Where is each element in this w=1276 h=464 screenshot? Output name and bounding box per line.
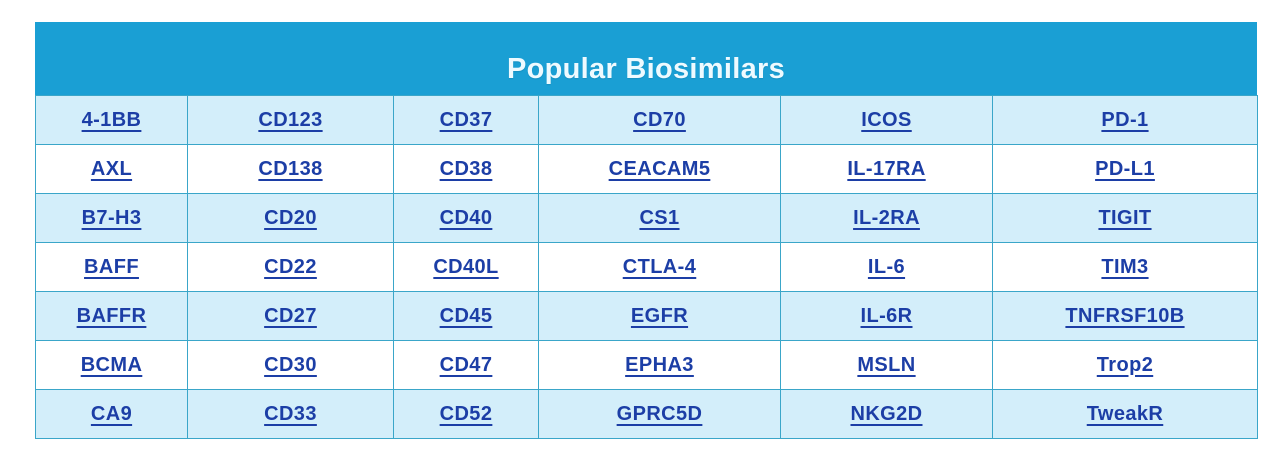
- table-cell: IL-17RA: [780, 144, 993, 194]
- biosimilar-link[interactable]: PD-L1: [1095, 157, 1155, 180]
- table-cell: PD-L1: [992, 144, 1258, 194]
- table-cell: TNFRSF10B: [992, 291, 1258, 341]
- biosimilar-link[interactable]: ICOS: [861, 108, 912, 131]
- biosimilar-link[interactable]: CD70: [633, 108, 686, 131]
- biosimilar-link[interactable]: BAFF: [84, 255, 139, 278]
- table-cell: TIM3: [992, 242, 1258, 292]
- table-row: CA9 CD33 CD52 GPRC5D NKG2D TweakR: [35, 389, 1258, 439]
- table-cell: NKG2D: [780, 389, 993, 439]
- table-cell: BCMA: [35, 340, 188, 390]
- table-cell: CD138: [187, 144, 394, 194]
- biosimilar-link[interactable]: EGFR: [630, 304, 689, 327]
- table-cell: CA9: [35, 389, 188, 439]
- biosimilar-link[interactable]: CD20: [264, 206, 317, 229]
- table-cell: CD20: [187, 193, 394, 243]
- biosimilar-link[interactable]: TNFRSF10B: [1065, 304, 1185, 327]
- biosimilar-link[interactable]: TweakR: [1086, 402, 1164, 425]
- table-cell: CD40: [393, 193, 539, 243]
- table-row: AXL CD138 CD38 CEACAM5 IL-17RA PD-L1: [35, 144, 1258, 194]
- table-cell: CD22: [187, 242, 394, 292]
- biosimilar-link[interactable]: CD27: [264, 304, 317, 327]
- table-cell: CD52: [393, 389, 539, 439]
- biosimilar-link[interactable]: CD47: [439, 353, 493, 376]
- table-cell: BAFFR: [35, 291, 188, 341]
- biosimilar-link[interactable]: CD33: [264, 402, 317, 425]
- table-cell: CD40L: [393, 242, 539, 292]
- table-cell: IL-6: [780, 242, 993, 292]
- table-cell: PD-1: [992, 95, 1258, 145]
- table-cell: CD38: [393, 144, 539, 194]
- table-cell: BAFF: [35, 242, 188, 292]
- biosimilar-link[interactable]: CD22: [264, 255, 317, 278]
- table-cell: EGFR: [538, 291, 781, 341]
- biosimilar-link[interactable]: CEACAM5: [608, 157, 711, 180]
- table-cell: GPRC5D: [538, 389, 781, 439]
- biosimilar-link[interactable]: BAFFR: [76, 304, 147, 327]
- table-cell: CTLA-4: [538, 242, 781, 292]
- biosimilar-link[interactable]: CD40L: [433, 255, 499, 278]
- biosimilar-link[interactable]: IL-2RA: [853, 206, 920, 229]
- table-row: BAFF CD22 CD40L CTLA-4 IL-6 TIM3: [35, 242, 1258, 292]
- table-title: Popular Biosimilars: [35, 22, 1257, 95]
- table-cell: CD47: [393, 340, 539, 390]
- table-cell: TweakR: [992, 389, 1258, 439]
- table-row: BCMA CD30 CD47 EPHA3 MSLN Trop2: [35, 340, 1258, 390]
- biosimilar-link[interactable]: PD-1: [1101, 108, 1149, 131]
- biosimilar-link[interactable]: CD45: [439, 304, 493, 327]
- table-cell: CD70: [538, 95, 781, 145]
- table-cell: CD37: [393, 95, 539, 145]
- table-cell: IL-6R: [780, 291, 993, 341]
- table-cell: ICOS: [780, 95, 993, 145]
- biosimilar-link[interactable]: CD138: [258, 157, 323, 180]
- biosimilar-link[interactable]: CD38: [439, 157, 493, 180]
- table-cell: CD45: [393, 291, 539, 341]
- table-cell: B7-H3: [35, 193, 188, 243]
- biosimilar-link[interactable]: IL-6R: [860, 304, 913, 327]
- biosimilar-link[interactable]: MSLN: [857, 353, 916, 376]
- biosimilars-grid: 4-1BB CD123 CD37 CD70 ICOS PD-1 AXL CD138 CD38 CE…: [35, 95, 1258, 439]
- table-cell: CD30: [187, 340, 394, 390]
- biosimilar-link[interactable]: CD37: [439, 108, 493, 131]
- table-row: B7-H3 CD20 CD40 CS1 IL-2RA TIGIT: [35, 193, 1258, 243]
- biosimilar-link[interactable]: BCMA: [80, 353, 143, 376]
- popular-biosimilars-table: Popular Biosimilars 4-1BB CD123 CD37 CD70 IC…: [35, 22, 1258, 439]
- biosimilar-link[interactable]: TIGIT: [1098, 206, 1152, 229]
- biosimilar-link[interactable]: CA9: [90, 402, 133, 425]
- table-cell: CD33: [187, 389, 394, 439]
- table-cell: CS1: [538, 193, 781, 243]
- biosimilar-link[interactable]: IL-17RA: [847, 157, 926, 180]
- table-cell: TIGIT: [992, 193, 1258, 243]
- table-cell: IL-2RA: [780, 193, 993, 243]
- table-row: BAFFR CD27 CD45 EGFR IL-6R TNFRSF10B: [35, 291, 1258, 341]
- biosimilar-link[interactable]: AXL: [90, 157, 133, 180]
- biosimilar-link[interactable]: GPRC5D: [616, 402, 703, 425]
- table-cell: CD123: [187, 95, 394, 145]
- biosimilar-link[interactable]: NKG2D: [850, 402, 923, 425]
- table-cell: EPHA3: [538, 340, 781, 390]
- table-row: 4-1BB CD123 CD37 CD70 ICOS PD-1: [35, 95, 1258, 145]
- biosimilar-link[interactable]: EPHA3: [625, 353, 694, 376]
- biosimilar-link[interactable]: CD52: [439, 402, 493, 425]
- biosimilar-link[interactable]: CD40: [439, 206, 493, 229]
- table-cell: Trop2: [992, 340, 1258, 390]
- biosimilar-link[interactable]: Trop2: [1096, 353, 1154, 376]
- table-cell: CEACAM5: [538, 144, 781, 194]
- table-cell: 4-1BB: [35, 95, 188, 145]
- biosimilar-link[interactable]: 4-1BB: [81, 108, 142, 131]
- biosimilar-link[interactable]: CD30: [264, 353, 317, 376]
- biosimilar-link[interactable]: CD123: [258, 108, 323, 131]
- table-cell: MSLN: [780, 340, 993, 390]
- biosimilar-link[interactable]: CS1: [639, 206, 680, 229]
- table-cell: AXL: [35, 144, 188, 194]
- biosimilar-link[interactable]: CTLA-4: [622, 255, 697, 278]
- biosimilar-link[interactable]: TIM3: [1101, 255, 1149, 278]
- biosimilar-link[interactable]: IL-6: [867, 255, 906, 278]
- table-cell: CD27: [187, 291, 394, 341]
- biosimilar-link[interactable]: B7-H3: [81, 206, 142, 229]
